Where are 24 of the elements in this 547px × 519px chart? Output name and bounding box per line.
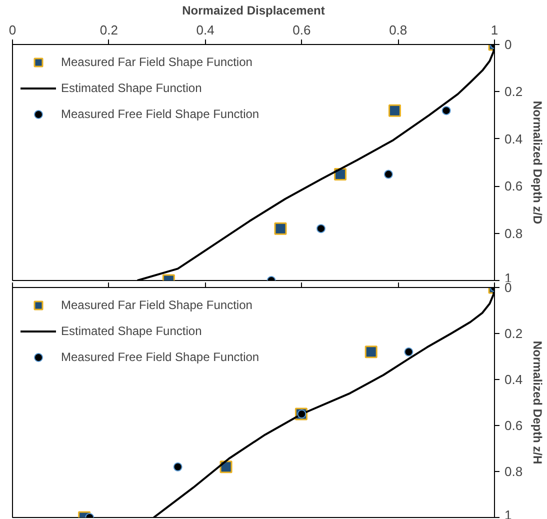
- y-tick-label: 0.8: [504, 464, 523, 479]
- legend-label: Estimated Shape Function: [61, 323, 202, 339]
- y-tick-label: 0.6: [504, 178, 523, 194]
- y-tick-label: 0: [504, 37, 512, 52]
- y-tick-label: 0.2: [504, 326, 523, 341]
- y-tick-label: 0.6: [504, 418, 523, 433]
- y-tick-label: 0.8: [504, 226, 523, 241]
- y-axis-title: Normalized Depth z/D: [530, 100, 545, 225]
- legend-label: Measured Free Field Shape Function: [61, 349, 260, 365]
- x-tick-label: 1: [490, 22, 498, 38]
- x-tick-label: 0.2: [100, 22, 118, 38]
- x-tick-label: 0.4: [196, 22, 214, 38]
- y-tick-label: 0.4: [504, 372, 523, 387]
- y-tick-label: 0.2: [504, 84, 523, 100]
- legend-label: Measured Far Field Shape Function: [61, 54, 252, 70]
- legend-label: Estimated Shape Function: [61, 80, 202, 96]
- legend-label: Measured Free Field Shape Function: [61, 106, 260, 122]
- y-tick-label: 0.4: [504, 131, 523, 146]
- x-tick-label: 0.6: [292, 22, 311, 38]
- x-axis-title: Normaized Displacement: [182, 4, 325, 18]
- legend-label: Measured Far Field Shape Function: [61, 297, 252, 313]
- x-tick-label: 0: [8, 22, 16, 38]
- y-axis-title: Normalized Depth z/H: [530, 340, 545, 464]
- x-tick-label: 0.8: [389, 22, 408, 38]
